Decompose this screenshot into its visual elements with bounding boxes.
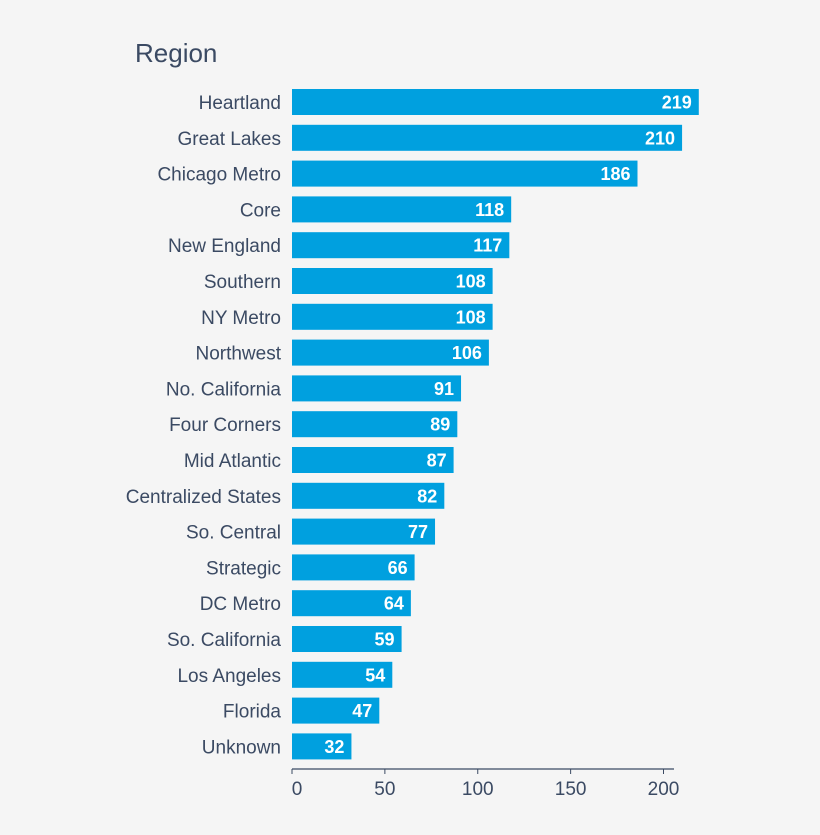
- category-label: Los Angeles: [177, 666, 281, 687]
- bar-value-label: 59: [375, 630, 395, 650]
- bar: [292, 590, 411, 617]
- bar: [292, 268, 493, 294]
- bar: [292, 518, 436, 545]
- category-label: Florida: [223, 702, 282, 723]
- bar: [292, 232, 510, 259]
- x-tick-label: 0: [292, 779, 303, 800]
- category-label: No. California: [166, 379, 282, 400]
- bar: [292, 303, 493, 330]
- category-label: So. Central: [186, 523, 281, 544]
- category-label: Strategic: [206, 558, 281, 579]
- bar-value-label: 210: [645, 128, 675, 148]
- category-label: Core: [240, 200, 281, 221]
- category-label: DC Metro: [200, 594, 281, 615]
- bar-value-label: 91: [434, 379, 454, 399]
- x-tick-label: 150: [555, 779, 587, 800]
- x-tick-label: 50: [374, 779, 395, 800]
- bar-value-label: 64: [384, 594, 404, 614]
- bar-value-label: 32: [324, 737, 344, 757]
- bar: [292, 554, 415, 581]
- bar-value-label: 108: [456, 307, 486, 327]
- bar: [292, 626, 402, 652]
- category-label: Great Lakes: [178, 129, 282, 150]
- bar-value-label: 117: [473, 236, 502, 256]
- bar: [292, 411, 458, 438]
- bar: [292, 447, 454, 473]
- bars-group: Heartland 219 Great Lakes 210 Chicago Metro 1…: [126, 89, 699, 760]
- x-tick-label: 200: [648, 779, 680, 800]
- category-label: Unknown: [202, 737, 281, 758]
- chart-title: Region: [135, 38, 217, 68]
- category-label: Heartland: [199, 93, 281, 114]
- bar: [292, 339, 489, 366]
- category-label: New England: [168, 236, 281, 257]
- bar-value-label: 77: [408, 522, 428, 542]
- bar: [292, 661, 393, 688]
- bar-value-label: 108: [456, 272, 486, 292]
- bar-value-label: 118: [475, 200, 504, 220]
- bar-value-label: 47: [352, 701, 372, 721]
- bar-value-label: 219: [662, 93, 692, 113]
- bar: [292, 124, 683, 151]
- category-label: Mid Atlantic: [184, 451, 281, 472]
- bar: [292, 697, 380, 724]
- category-label: So. California: [167, 630, 281, 651]
- bar: [292, 89, 699, 115]
- bar: [292, 160, 638, 187]
- bar: [292, 196, 512, 223]
- bar: [292, 733, 352, 760]
- x-tick-label: 100: [462, 779, 494, 800]
- bar-value-label: 66: [388, 558, 408, 578]
- bar-value-label: 186: [600, 164, 630, 184]
- bar-value-label: 106: [452, 343, 482, 363]
- bar: [292, 482, 445, 509]
- bar-value-label: 54: [365, 665, 385, 685]
- category-label: Northwest: [195, 344, 281, 365]
- category-label: NY Metro: [201, 308, 281, 329]
- bar-value-label: 82: [417, 486, 437, 506]
- category-label: Chicago Metro: [157, 165, 281, 186]
- category-label: Southern: [204, 272, 281, 293]
- bar: [292, 375, 462, 402]
- x-axis: 0 50 100 150 200: [291, 768, 680, 800]
- category-label: Centralized States: [126, 487, 281, 508]
- category-label: Four Corners: [169, 415, 281, 436]
- bar-value-label: 87: [427, 451, 447, 471]
- bar-value-label: 89: [430, 415, 450, 435]
